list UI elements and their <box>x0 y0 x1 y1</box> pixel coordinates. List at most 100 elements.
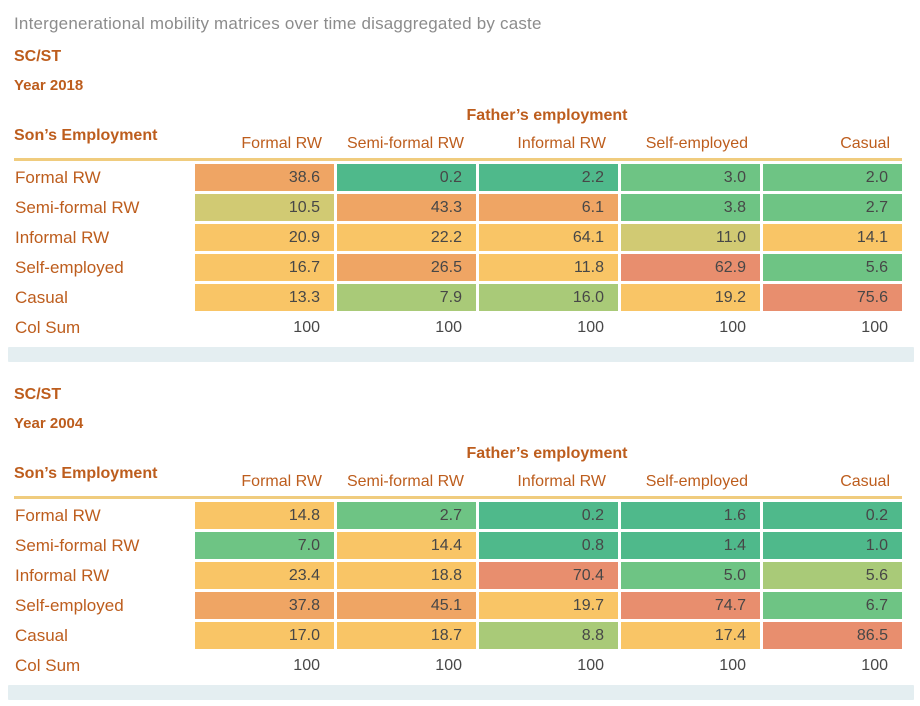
matrix-cell: 7.0 <box>195 532 334 559</box>
row-label: Semi-formal RW <box>14 194 192 221</box>
column-header-informal-rw: Informal RW <box>517 473 606 490</box>
matrix-cell: 70.4 <box>479 562 618 589</box>
matrix-cell: 11.8 <box>479 254 618 281</box>
col-sum-cell: 100 <box>195 314 334 341</box>
matrix-cell: 0.8 <box>479 532 618 559</box>
matrix-cell: 6.1 <box>479 194 618 221</box>
section-gap <box>14 362 902 386</box>
matrix-cell: 20.9 <box>195 224 334 251</box>
matrix-row: Informal RW 20.9 22.2 64.1 11.0 14.1 <box>14 224 902 251</box>
matrix-cell: 43.3 <box>337 194 476 221</box>
col-sum-label: Col Sum <box>14 652 192 679</box>
matrix-cell: 3.8 <box>621 194 760 221</box>
matrix-cell: 8.8 <box>479 622 618 649</box>
row-label: Informal RW <box>14 562 192 589</box>
matrix-cell: 19.7 <box>479 592 618 619</box>
matrix-cell: 5.0 <box>621 562 760 589</box>
row-label: Informal RW <box>14 224 192 251</box>
col-sum-cell: 100 <box>337 314 476 341</box>
matrix-cell: 11.0 <box>621 224 760 251</box>
matrix-cell: 17.0 <box>195 622 334 649</box>
col-sum-cell: 100 <box>763 652 902 679</box>
matrix-cell: 14.4 <box>337 532 476 559</box>
matrix-cell: 1.4 <box>621 532 760 559</box>
son-employment-axis-label: Son’s Employment <box>14 127 158 144</box>
mobility-matrix-2004: Father’s employment Son’s Employment For… <box>14 445 902 679</box>
matrix-header-row: Son’s Employment Formal RW Semi-formal RW… <box>14 127 902 161</box>
matrix-cell: 38.6 <box>195 164 334 191</box>
son-employment-axis-label: Son’s Employment <box>14 465 158 482</box>
matrix-cell: 13.3 <box>195 284 334 311</box>
matrix-section-2004: SC/ST Year 2004 Father’s employment Son’… <box>8 386 914 700</box>
matrix-cell: 16.0 <box>479 284 618 311</box>
caste-group-label: SC/ST <box>14 386 62 403</box>
matrix-cell: 3.0 <box>621 164 760 191</box>
matrix-row: Formal RW 38.6 0.2 2.2 3.0 2.0 <box>14 164 902 191</box>
year-label: Year 2018 <box>14 77 84 94</box>
matrix-header-row: Son’s Employment Formal RW Semi-formal RW… <box>14 465 902 499</box>
row-label: Self-employed <box>14 254 192 281</box>
column-header-informal-rw: Informal RW <box>517 135 606 152</box>
matrix-body: Formal RW 38.6 0.2 2.2 3.0 2.0 Semi-formal RW 1… <box>14 164 902 341</box>
column-header-formal-rw: Formal RW <box>241 473 322 490</box>
matrix-cell: 64.1 <box>479 224 618 251</box>
matrix-cell: 5.6 <box>763 562 902 589</box>
row-label: Casual <box>14 284 192 311</box>
col-sum-cell: 100 <box>337 652 476 679</box>
matrix-cell: 22.2 <box>337 224 476 251</box>
matrix-row: Casual 13.3 7.9 16.0 19.2 75.6 <box>14 284 902 311</box>
matrix-cell: 0.2 <box>479 502 618 529</box>
row-label: Formal RW <box>14 502 192 529</box>
matrix-cell: 86.5 <box>763 622 902 649</box>
matrix-cell: 62.9 <box>621 254 760 281</box>
matrix-cell: 45.1 <box>337 592 476 619</box>
matrix-cell: 1.0 <box>763 532 902 559</box>
col-sum-label: Col Sum <box>14 314 192 341</box>
matrix-row: Formal RW 14.8 2.7 0.2 1.6 0.2 <box>14 502 902 529</box>
matrix-row: Casual 17.0 18.7 8.8 17.4 86.5 <box>14 622 902 649</box>
matrix-cell: 2.0 <box>763 164 902 191</box>
matrix-cell: 2.7 <box>763 194 902 221</box>
col-sum-cell: 100 <box>479 652 618 679</box>
row-label: Self-employed <box>14 592 192 619</box>
column-header-semi-formal-rw: Semi-formal RW <box>346 135 464 152</box>
col-sum-row: Col Sum 100 100 100 100 100 <box>14 314 902 341</box>
matrix-cell: 0.2 <box>763 502 902 529</box>
row-label: Casual <box>14 622 192 649</box>
matrix-cell: 0.2 <box>337 164 476 191</box>
column-header-self-employed: Self-employed <box>645 135 748 152</box>
year-label: Year 2004 <box>14 415 84 432</box>
matrix-row: Self-employed 37.8 45.1 19.7 74.7 6.7 <box>14 592 902 619</box>
matrix-cell: 14.8 <box>195 502 334 529</box>
col-sum-cell: 100 <box>195 652 334 679</box>
section-divider-band <box>8 347 914 362</box>
col-sum-cell: 100 <box>621 652 760 679</box>
matrix-section-2018: SC/ST Year 2018 Father’s employment Son’… <box>8 48 914 362</box>
father-employment-axis-label: Father’s employment <box>466 445 628 462</box>
column-header-casual: Casual <box>840 473 890 490</box>
column-header-formal-rw: Formal RW <box>241 135 322 152</box>
matrix-row: Semi-formal RW 7.0 14.4 0.8 1.4 1.0 <box>14 532 902 559</box>
matrix-cell: 37.8 <box>195 592 334 619</box>
row-label: Formal RW <box>14 164 192 191</box>
column-header-semi-formal-rw: Semi-formal RW <box>346 473 464 490</box>
row-label: Semi-formal RW <box>14 532 192 559</box>
column-header-casual: Casual <box>840 135 890 152</box>
matrix-cell: 74.7 <box>621 592 760 619</box>
col-sum-cell: 100 <box>479 314 618 341</box>
matrix-row: Self-employed 16.7 26.5 11.8 62.9 5.6 <box>14 254 902 281</box>
matrix-cell: 7.9 <box>337 284 476 311</box>
matrix-row: Informal RW 23.4 18.8 70.4 5.0 5.6 <box>14 562 902 589</box>
matrix-cell: 5.6 <box>763 254 902 281</box>
matrix-cell: 75.6 <box>763 284 902 311</box>
page-title: Intergenerational mobility matrices over… <box>14 14 542 33</box>
mobility-matrix-2018: Father’s employment Son’s Employment For… <box>14 107 902 341</box>
col-sum-row: Col Sum 100 100 100 100 100 <box>14 652 902 679</box>
matrix-cell: 17.4 <box>621 622 760 649</box>
matrix-cell: 18.8 <box>337 562 476 589</box>
section-divider-band <box>8 685 914 700</box>
col-sum-cell: 100 <box>621 314 760 341</box>
matrix-cell: 14.1 <box>763 224 902 251</box>
matrix-cell: 16.7 <box>195 254 334 281</box>
